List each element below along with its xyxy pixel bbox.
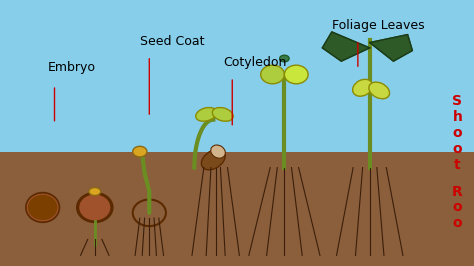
Text: h: h bbox=[453, 110, 462, 124]
Text: o: o bbox=[453, 126, 462, 140]
Text: Seed Coat: Seed Coat bbox=[140, 35, 204, 48]
Text: t: t bbox=[454, 158, 461, 172]
Text: Foliage Leaves: Foliage Leaves bbox=[332, 19, 424, 32]
Text: R: R bbox=[452, 185, 463, 198]
Ellipse shape bbox=[284, 65, 308, 84]
Polygon shape bbox=[322, 32, 370, 61]
Bar bbox=[0, 152, 474, 266]
Text: Embryo: Embryo bbox=[47, 61, 95, 74]
Text: S: S bbox=[452, 94, 463, 108]
Ellipse shape bbox=[133, 200, 166, 226]
Ellipse shape bbox=[89, 188, 101, 196]
Ellipse shape bbox=[201, 149, 225, 170]
Polygon shape bbox=[370, 35, 412, 61]
Ellipse shape bbox=[353, 79, 373, 96]
Ellipse shape bbox=[196, 107, 217, 121]
Ellipse shape bbox=[133, 146, 147, 157]
Ellipse shape bbox=[261, 65, 284, 84]
Text: o: o bbox=[453, 201, 462, 214]
Ellipse shape bbox=[26, 193, 59, 222]
Ellipse shape bbox=[212, 107, 233, 121]
Text: o: o bbox=[453, 142, 462, 156]
Ellipse shape bbox=[280, 55, 289, 62]
Ellipse shape bbox=[78, 194, 111, 221]
Text: Cotyledon: Cotyledon bbox=[223, 56, 286, 69]
Bar bbox=[0, 0, 474, 165]
Ellipse shape bbox=[211, 145, 225, 158]
Ellipse shape bbox=[369, 82, 390, 99]
Text: o: o bbox=[453, 217, 462, 230]
Ellipse shape bbox=[77, 193, 113, 222]
